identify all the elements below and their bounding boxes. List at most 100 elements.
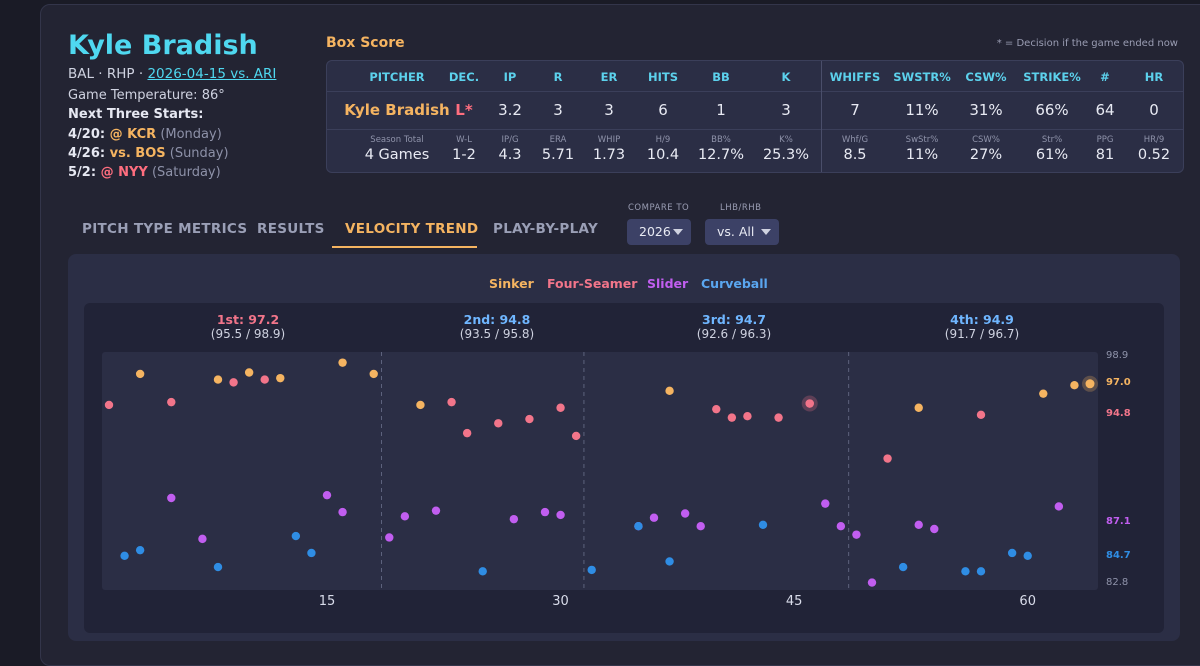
curveball-point [291, 531, 301, 541]
four-seamer-point [774, 413, 783, 422]
highlight-glow [801, 395, 818, 412]
player-name: Kyle Bradish [68, 30, 258, 61]
four-seamer-point [462, 428, 472, 438]
four-seamer-point [805, 399, 814, 408]
tab-pitch-type-metrics[interactable]: PITCH TYPE METRICS [82, 221, 248, 237]
lhb-rhb-value: vs. All [717, 224, 755, 239]
sinker-point [213, 375, 223, 384]
box-season-value: 5.71 [541, 147, 575, 163]
next-starts-title: Next Three Starts: [68, 107, 204, 122]
slider-point [556, 510, 565, 520]
curveball-point [120, 551, 129, 561]
box-season-value: 25.3% [762, 147, 810, 163]
game-link[interactable]: 2026-04-15 vs. ARI [147, 66, 277, 82]
next-start-day: (Monday) [156, 127, 222, 142]
four-seamer-point [525, 414, 534, 424]
curveball-point [478, 567, 487, 576]
box-season-value: 61% [1035, 147, 1069, 163]
box-header-cell: HR [1144, 70, 1164, 84]
tab-play-by-play[interactable]: PLAY-BY-PLAY [493, 221, 599, 237]
box-game-cell: 66% [1035, 101, 1069, 119]
next-start-opponent: @ KCR [109, 127, 157, 142]
slider-point [322, 490, 332, 500]
sinker-point [1070, 380, 1079, 390]
box-header-cell: PITCHER [369, 70, 425, 84]
four-seamer-point [571, 431, 581, 441]
curveball-point [213, 562, 223, 572]
four-seamer-point [447, 397, 456, 407]
plot-area [102, 352, 1098, 590]
compare-to-select[interactable]: 2026 [627, 219, 691, 245]
box-header-cell: R [553, 70, 563, 84]
box-header-cell: HITS [647, 70, 679, 84]
curveball-point [758, 520, 768, 529]
box-game-cell: 11% [905, 101, 939, 119]
sinker-point [416, 400, 425, 410]
box-season-value: 1-2 [452, 147, 476, 163]
four-seamer-point [743, 412, 752, 421]
box-header-cell: STRIKE% [1023, 70, 1081, 84]
inning-summary: 4th: 94.9 (91.7 / 96.7) [945, 312, 1019, 341]
box-game-cell: 3 [781, 101, 791, 119]
active-tab-underline [332, 246, 477, 248]
sinker-point [369, 369, 378, 379]
legend-slider: Slider [647, 276, 689, 291]
inning-summary: 1st: 97.2 (95.5 / 98.9) [211, 312, 285, 341]
sinker-point [1039, 389, 1048, 398]
curveball-point [587, 565, 596, 575]
next-start-date: 4/20: [68, 127, 110, 142]
box-season-label: BB% [711, 135, 731, 145]
sinker-point [665, 386, 674, 396]
box-header-cell: DEC. [448, 70, 480, 84]
y-tick-label: 87.1 [1106, 516, 1131, 528]
lhb-rhb-label: LHB/RHB [720, 203, 762, 213]
four-seamer-point [167, 397, 176, 407]
curveball-point [307, 548, 316, 558]
box-game-cell: 31% [969, 101, 1003, 119]
next-start-date: 5/2: [68, 165, 101, 180]
chevron-down-icon [761, 229, 771, 235]
box-season-value: 11% [905, 147, 939, 163]
box-game-cell: 1 [716, 101, 726, 119]
decision-note: * = Decision if the game ended now [996, 38, 1178, 49]
inning-average: 1st: 97.2 [216, 312, 280, 327]
curveball-point [1023, 551, 1032, 561]
box-game-cell: 3 [553, 101, 563, 119]
box-game-cell: 0 [1149, 101, 1159, 119]
box-season-label: ERA [549, 135, 567, 145]
tab-results[interactable]: RESULTS [257, 221, 325, 237]
curveball-point [135, 545, 145, 555]
slider-point [914, 520, 923, 529]
four-seamer-point [229, 378, 238, 387]
sinker-point [276, 373, 285, 383]
sinker-point [914, 403, 923, 412]
inning-range: (92.6 / 96.3) [696, 327, 772, 341]
curveball-point [961, 567, 970, 576]
sinker-point [135, 369, 145, 379]
inning-summary: 2nd: 94.8 (93.5 / 95.8) [460, 312, 534, 341]
inning-range: (95.5 / 98.9) [210, 327, 286, 341]
four-seamer-point [727, 413, 737, 422]
curveball-point [898, 562, 908, 572]
tab-velocity-trend[interactable]: VELOCITY TREND [345, 221, 479, 237]
box-season-value: 8.5 [843, 147, 867, 163]
inning-average: 4th: 94.9 [950, 312, 1014, 327]
next-start-item: 4/26: vs. BOS (Sunday) [68, 146, 229, 161]
box-season-label: SwStr% [905, 135, 939, 145]
box-score-table: PITCHER DEC. IP R ER HITS BB K WHIFFS SWSTR% CSW% S… [326, 60, 1184, 173]
x-tick-label: 60 [1019, 594, 1036, 609]
box-game-cell: 3.2 [498, 101, 522, 119]
player-meta: BAL · RHP · 2026-04-15 vs. ARI [68, 66, 276, 82]
slider-point [431, 506, 441, 515]
next-start-opponent: vs. BOS [109, 146, 166, 161]
lhb-rhb-select[interactable]: vs. All [705, 219, 779, 245]
box-game-cell: 6 [658, 101, 668, 119]
box-game-cell: L* [455, 101, 473, 119]
box-season-label: W-L [456, 135, 472, 145]
four-seamer-point [494, 419, 503, 428]
slider-point [540, 507, 550, 517]
box-season-label: WHIP [597, 135, 621, 145]
inning-summary: 3rd: 94.7 (92.6 / 96.3) [697, 312, 771, 341]
next-start-item: 4/20: @ KCR (Monday) [68, 127, 222, 142]
slider-point [167, 493, 176, 503]
